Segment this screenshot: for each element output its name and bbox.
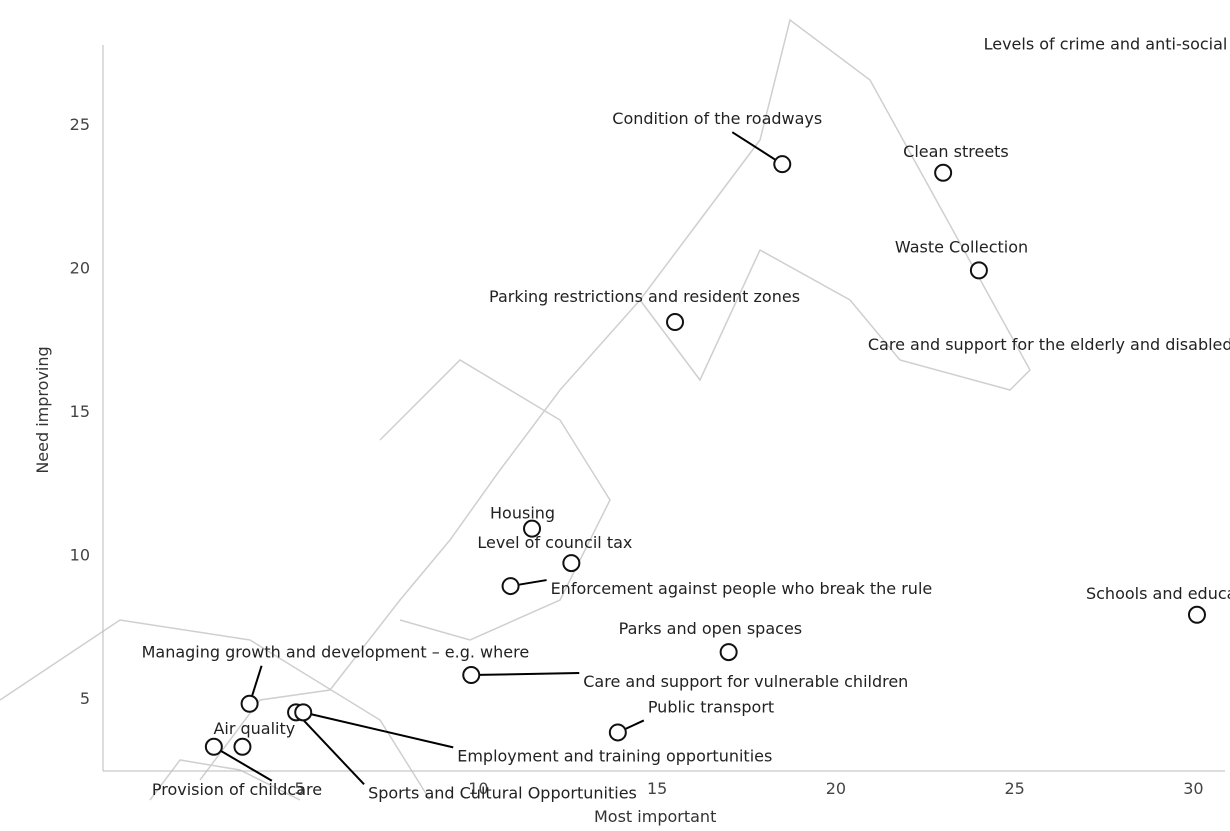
x-tick-label: 10: [468, 779, 488, 798]
data-point: [608, 723, 627, 742]
data-point-label: Parking restrictions and resident zones: [489, 287, 800, 306]
data-point: [719, 643, 738, 662]
data-point: [666, 313, 685, 332]
data-point-label: Public transport: [648, 697, 774, 716]
y-tick-label: 20: [70, 259, 90, 278]
data-point: [233, 737, 252, 756]
data-point-label: Housing: [490, 504, 555, 523]
data-point-label: Waste Collection: [895, 237, 1028, 256]
x-axis-title: Most important: [594, 807, 716, 826]
x-tick-label: 15: [647, 779, 667, 798]
data-point: [240, 694, 259, 713]
leader-line: [213, 745, 273, 782]
data-point-label: Levels of crime and anti-social behaviou…: [984, 34, 1230, 53]
data-point-label: Condition of the roadways: [612, 109, 822, 128]
data-point: [562, 554, 581, 573]
data-point: [501, 577, 520, 596]
y-tick-label: 15: [70, 402, 90, 421]
data-point-label: Air quality: [213, 719, 295, 738]
data-point: [773, 155, 792, 174]
y-tick-label: 10: [70, 546, 90, 565]
data-point-label: Managing growth and development – e.g. w…: [142, 643, 530, 662]
data-point: [1187, 605, 1206, 624]
data-point-label: Provision of childcare: [152, 780, 322, 799]
data-point-label: Clean streets: [903, 142, 1009, 161]
data-point: [294, 703, 313, 722]
data-point-label: Schools and education: [1086, 584, 1230, 603]
y-tick-label: 5: [80, 689, 90, 708]
data-point-label: Level of council tax: [477, 533, 632, 552]
data-point: [523, 519, 542, 538]
y-axis-title: Need improving: [33, 346, 52, 473]
x-tick-label: 25: [1004, 779, 1024, 798]
draft-watermark: [0, 18, 1031, 801]
data-point-label: Enforcement against people who break the…: [551, 579, 933, 598]
data-point: [204, 737, 223, 756]
data-point-label: Care and support for vulnerable children: [583, 672, 908, 691]
data-point-label: Care and support for the elderly and dis…: [868, 335, 1230, 354]
y-tick-label: 25: [70, 115, 90, 134]
data-point: [934, 163, 953, 182]
data-point-label: Sports and Cultural Opportunities: [368, 783, 637, 802]
data-point-label: Employment and training opportunities: [457, 746, 772, 765]
leader-line: [471, 672, 580, 677]
leader-line: [731, 131, 783, 166]
leader-line: [295, 711, 365, 786]
data-point-label: Parks and open spaces: [619, 619, 802, 638]
data-point: [462, 666, 481, 685]
x-tick-label: 20: [826, 779, 846, 798]
x-tick-label: 30: [1183, 779, 1203, 798]
leader-line: [302, 711, 454, 749]
data-point: [969, 261, 988, 280]
x-tick-label: 5: [295, 779, 305, 798]
